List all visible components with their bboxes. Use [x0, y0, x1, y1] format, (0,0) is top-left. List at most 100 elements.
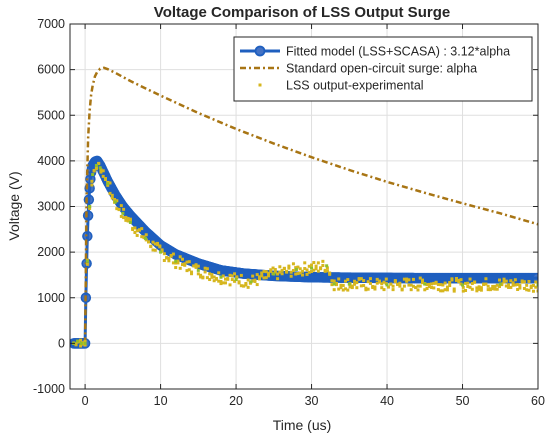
experimental-dot [495, 283, 499, 287]
experimental-point [121, 211, 125, 215]
experimental-dot [291, 268, 295, 272]
experimental-dot [305, 268, 309, 272]
experimental-dot [425, 287, 429, 290]
experimental-dot [518, 286, 522, 290]
experimental-point [234, 278, 238, 281]
experimental-dot [332, 288, 336, 292]
experimental-dot [267, 271, 271, 275]
experimental-dot [192, 264, 196, 268]
experimental-dot [208, 272, 212, 276]
experimental-dot [373, 287, 377, 291]
experimental-dot [183, 263, 187, 267]
experimental-dot [402, 277, 406, 281]
experimental-dot [255, 283, 259, 287]
experimental-dot [493, 284, 497, 288]
legend: Fitted model (LSS+SCASA) : 3.12*alpha Sta… [233, 36, 533, 102]
experimental-dot [276, 272, 280, 276]
experimental-dot [325, 269, 329, 273]
experimental-dot [488, 287, 492, 291]
experimental-dot [337, 287, 341, 291]
experimental-dot [221, 281, 225, 285]
experimental-dot [303, 261, 307, 265]
experimental-point [347, 282, 351, 286]
experimental-dot [92, 169, 96, 173]
experimental-dot [208, 278, 212, 282]
experimental-dot [321, 259, 325, 263]
experimental-dot [346, 278, 350, 282]
experimental-dot [228, 283, 232, 287]
experimental-dot [502, 280, 506, 284]
experimental-dot [527, 279, 531, 283]
experimental-dot [269, 269, 273, 273]
experimental-dot [280, 272, 284, 276]
experimental-dot [217, 271, 221, 275]
experimental-dot [137, 228, 141, 232]
experimental-point [423, 282, 427, 286]
experimental-dot [534, 280, 538, 284]
experimental-dot [353, 282, 357, 286]
experimental-dot [124, 218, 128, 222]
experimental-dot [90, 179, 94, 183]
experimental-dot [475, 289, 479, 293]
y-tick-label: 0 [58, 336, 65, 350]
experimental-dot [411, 277, 415, 281]
experimental-dot [210, 275, 214, 279]
experimental-dot [199, 275, 203, 279]
x-tick-label: 30 [305, 394, 319, 408]
experimental-dot [536, 289, 538, 293]
experimental-dot [461, 285, 465, 289]
experimental-dot [214, 276, 218, 280]
experimental-dot [409, 288, 413, 292]
experimental-dot [312, 268, 316, 272]
experimental-dot [135, 229, 139, 233]
experimental-dot [527, 288, 531, 292]
experimental-dot [106, 183, 110, 187]
experimental-point [76, 339, 80, 343]
experimental-dot [119, 204, 123, 208]
legend-label: Standard open-circuit surge: alpha [286, 62, 477, 76]
experimental-dot [151, 240, 155, 244]
experimental-dot [479, 286, 483, 290]
y-tick-label: 4000 [37, 154, 65, 168]
experimental-dot [396, 282, 400, 286]
experimental-dot [151, 248, 155, 252]
experimental-dot [233, 272, 237, 276]
experimental-dot [502, 277, 506, 281]
experimental-dot [443, 288, 447, 292]
experimental-point [325, 264, 329, 268]
experimental-dot [513, 283, 517, 287]
experimental-dot [495, 287, 499, 291]
experimental-point [385, 283, 389, 287]
experimental-dot [511, 283, 515, 287]
experimental-dot [131, 226, 135, 230]
legend-experimental-dot [258, 83, 262, 87]
experimental-dot [221, 274, 225, 278]
experimental-series [72, 161, 538, 348]
experimental-dot [310, 263, 314, 267]
experimental-dot [366, 287, 370, 291]
experimental-dot [498, 284, 501, 288]
experimental-dot [108, 181, 112, 185]
experimental-point [219, 275, 223, 279]
experimental-dot [264, 270, 268, 274]
experimental-dot [344, 287, 348, 291]
experimental-dot [316, 269, 320, 273]
experimental-dot [359, 277, 363, 281]
experimental-dot [423, 288, 427, 292]
experimental-dot [180, 263, 184, 267]
experimental-point [498, 282, 502, 286]
experimental-dot [434, 280, 438, 284]
experimental-dot [205, 276, 209, 280]
experimental-dot [400, 287, 404, 291]
experimental-dot [355, 281, 359, 285]
experimental-dot [427, 282, 431, 286]
experimental-dot [122, 207, 126, 211]
experimental-dot [445, 288, 449, 292]
experimental-dot [319, 266, 323, 270]
experimental-dot [450, 278, 454, 282]
experimental-dot [486, 288, 490, 292]
experimental-dot [391, 288, 395, 292]
experimental-dot [407, 283, 411, 287]
experimental-dot [285, 270, 289, 274]
